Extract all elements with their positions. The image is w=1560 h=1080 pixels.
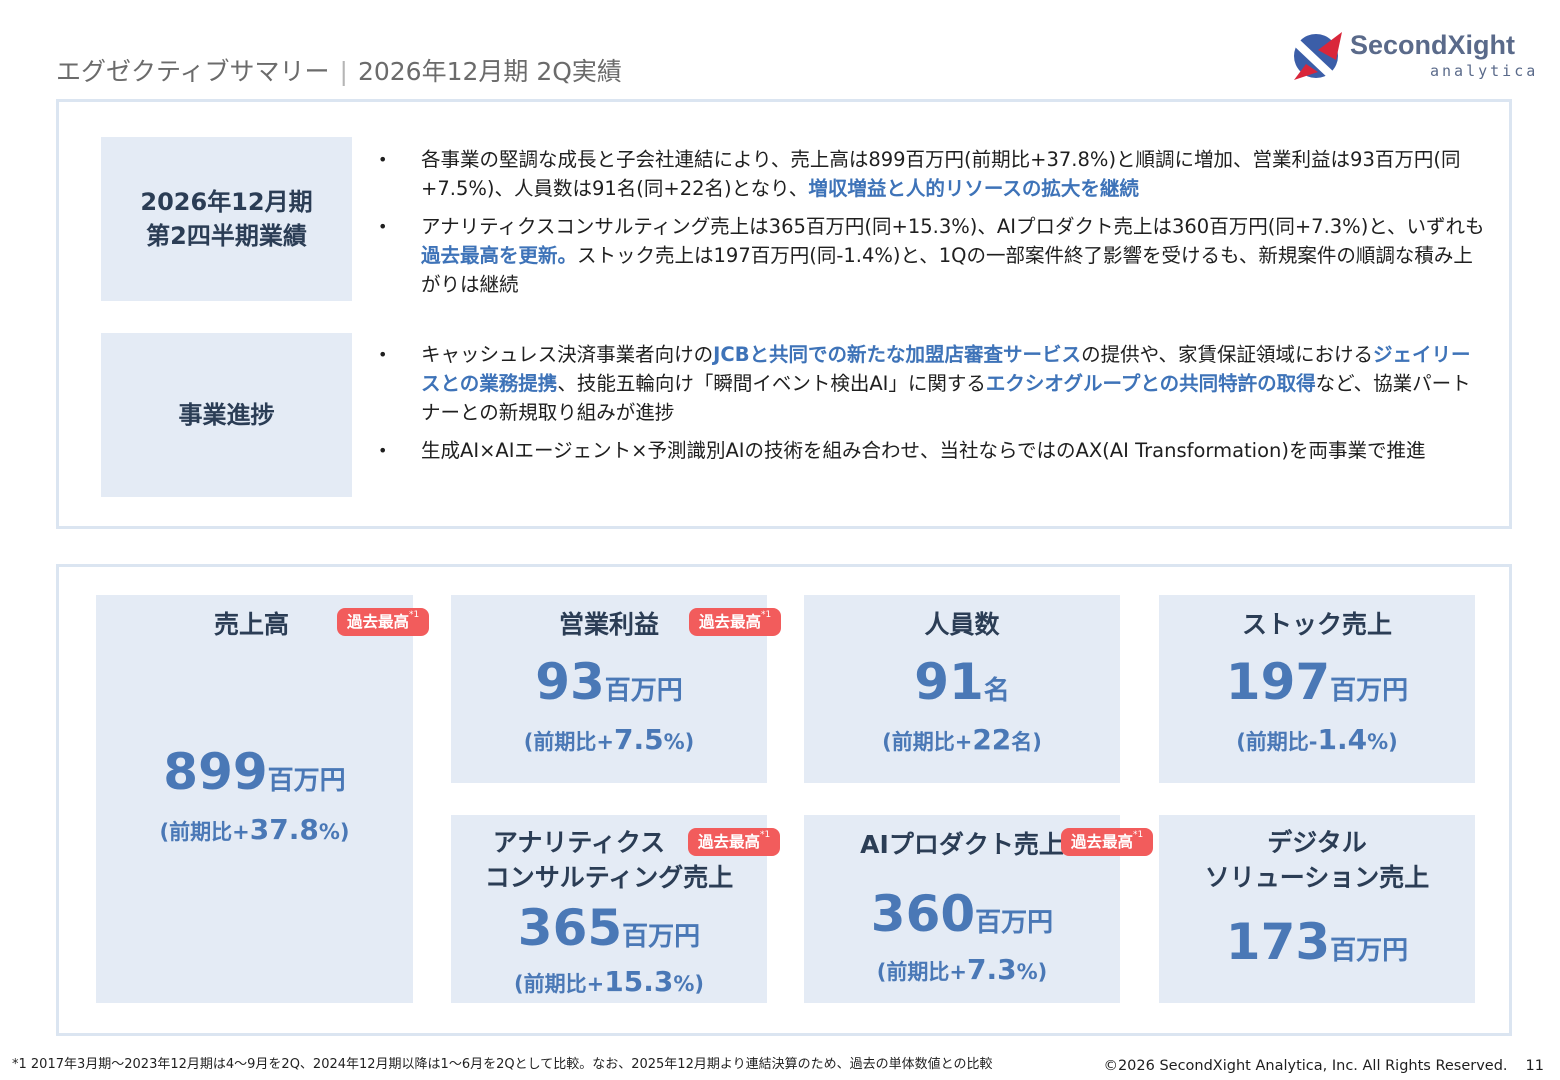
bullet-item: アナリティクスコンサルティング売上は365百万円(同+15.3%)、AIプロダク… [378, 212, 1488, 299]
highlight-text: 過去最高を更新。 [421, 244, 578, 267]
kpi-yoy: (前期比+7.5%) [523, 723, 695, 756]
kpi-card-digital-solution: デジタル ソリューション売上 173百万円 [1159, 815, 1475, 1003]
results-bullets: 各事業の堅調な成長と子会社連結により、売上高は899百万円(前期比+37.8%)… [378, 145, 1488, 308]
kpi-value: 899百万円 [163, 743, 346, 801]
kpi-value: 365百万円 [517, 899, 701, 957]
logo-wordmark: SecondXight [1350, 30, 1516, 60]
kpi-title: デジタル ソリューション売上 [1204, 828, 1430, 892]
kpi-card-revenue: 売上高 899百万円 (前期比+37.8%) [96, 595, 413, 1003]
copyright: ©2026 SecondXight Analytica, Inc. All Ri… [1103, 1058, 1544, 1074]
bullet-item: 生成AI×AIエージェント×予測識別AIの技術を組み合わせ、当社ならではのAX(… [378, 436, 1488, 465]
record-high-badge: 過去最高*1 [689, 608, 782, 636]
kpi-yoy: (前期比+15.3%) [514, 965, 704, 998]
bullet-text: キャッシュレス決済事業者向けの [421, 343, 714, 366]
kpi-card-stock-revenue: ストック売上 197百万円 (前期比-1.4%) [1159, 595, 1475, 783]
logo-subtitle: analytica [1430, 62, 1539, 80]
progress-bullets: キャッシュレス決済事業者向けのJCBと共同での新たな加盟店審査サービスの提供や、… [378, 340, 1488, 474]
kpi-title: 人員数 [924, 610, 1000, 639]
kpi-yoy: (前期比+22名) [882, 723, 1042, 756]
kpi-card-headcount: 人員数 91名 (前期比+22名) [804, 595, 1120, 783]
bullet-text: アナリティクスコンサルティング売上は365百万円(同+15.3%)、AIプロダク… [421, 215, 1485, 238]
kpi-value: 360百万円 [870, 885, 1054, 943]
results-label: 2026年12月期 第2四半期業績 [101, 137, 352, 301]
kpi-title: アナリティクス コンサルティング売上 [484, 828, 734, 892]
highlight-text: ジェイリースとの業務提携 [421, 343, 1471, 395]
kpi-yoy: (前期比+37.8%) [159, 813, 350, 846]
bullet-text: など、協業パートナーとの新規取り組みが進捗 [421, 372, 1471, 424]
bullet-text: ストック売上は197百万円(同-1.4%)と、1Qの一部案件終了影響を受けるも、… [421, 244, 1473, 296]
summary-panel [56, 99, 1512, 529]
kpi-panel [56, 564, 1512, 1036]
page-title: エグゼクティブサマリー | 2026年12月期 2Q実績 [56, 52, 622, 88]
bullet-item: キャッシュレス決済事業者向けのJCBと共同での新たな加盟店審査サービスの提供や、… [378, 340, 1488, 427]
highlight-text: 増収増益と人的リソースの拡大を継続 [808, 177, 1139, 200]
kpi-value: 91名 [914, 653, 1010, 711]
kpi-title: AIプロダクト売上 [860, 830, 1064, 859]
company-logo: SecondXight analytica [1292, 28, 1537, 84]
highlight-text: エクシオグループとの共同特許の取得 [985, 372, 1316, 395]
title-separator: | [339, 57, 348, 86]
results-label-line1: 2026年12月期 [140, 188, 313, 216]
highlight-text: JCBと共同での新たな加盟店審査サービス [713, 343, 1082, 366]
kpi-value: 173百万円 [1225, 913, 1409, 971]
results-label-line2: 第2四半期業績 [146, 222, 307, 250]
footnote: *1 2017年3月期～2023年12月期は4～9月を2Q、2024年12月期以… [12, 1057, 993, 1072]
logo-mark-icon [1294, 32, 1342, 80]
record-high-badge: 過去最高*1 [337, 608, 430, 636]
record-high-badge: 過去最高*1 [1061, 828, 1154, 856]
page-number: 11 [1525, 1058, 1544, 1074]
bullet-text: の提供や、家賃保証領域における [1081, 343, 1373, 366]
kpi-title: ストック売上 [1241, 610, 1392, 639]
kpi-card-analytics-consulting: アナリティクス コンサルティング売上 365百万円 (前期比+15.3%) [451, 815, 767, 1003]
record-high-badge: 過去最高*1 [688, 828, 781, 856]
period-name: 2026年12月期 2Q実績 [357, 57, 622, 86]
kpi-value: 197百万円 [1225, 653, 1409, 711]
kpi-value: 93百万円 [535, 653, 683, 711]
progress-label: 事業進捗 [101, 333, 352, 497]
kpi-title: 営業利益 [558, 610, 659, 639]
bullet-text: 各事業の堅調な成長と子会社連結により、売上高は899百万円(前期比+37.8%)… [421, 148, 1461, 200]
bullet-text: 、技能五輪向け「瞬間イベント検出AI」に関する [557, 372, 986, 395]
kpi-title: 売上高 [213, 610, 289, 639]
bullet-text: 生成AI×AIエージェント×予測識別AIの技術を組み合わせ、当社ならではのAX(… [421, 439, 1426, 462]
kpi-yoy: (前期比+7.3%) [876, 953, 1048, 986]
kpi-yoy: (前期比-1.4%) [1236, 723, 1398, 756]
section-name: エグゼクティブサマリー [56, 57, 330, 86]
bullet-item: 各事業の堅調な成長と子会社連結により、売上高は899百万円(前期比+37.8%)… [378, 145, 1488, 203]
